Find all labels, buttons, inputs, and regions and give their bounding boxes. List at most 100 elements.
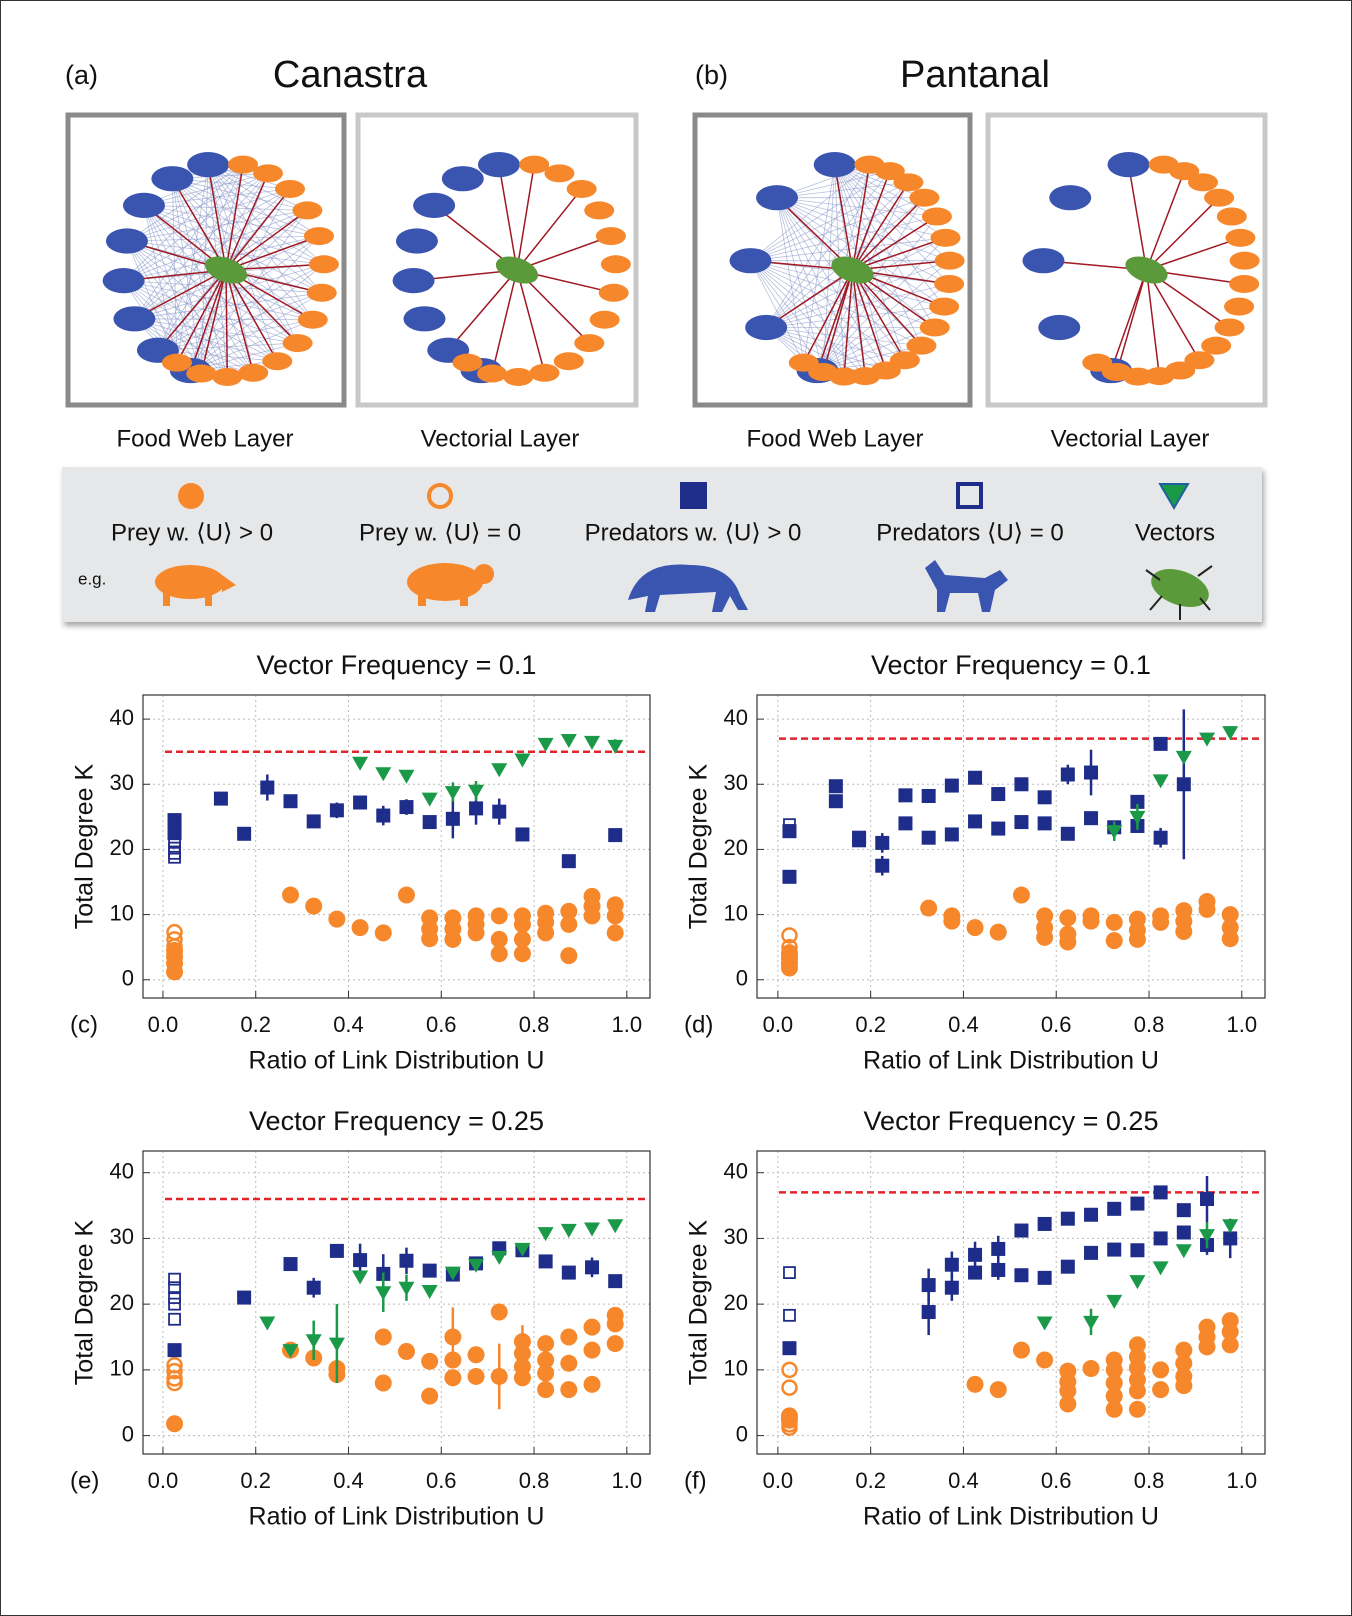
predator-point [1154, 1185, 1168, 1199]
predator-point [168, 1343, 182, 1357]
x-tick-label: 0.2 [855, 1468, 886, 1493]
animal [554, 352, 584, 370]
predator-point [1061, 827, 1075, 841]
legend-note: e.g. [78, 569, 106, 588]
predator-point [782, 1341, 796, 1355]
legend-icon [680, 482, 707, 509]
predator-point [353, 1253, 367, 1267]
animal [1229, 275, 1259, 293]
prey-point [1059, 909, 1076, 926]
prey-point [328, 911, 345, 928]
prey-point [1083, 913, 1100, 930]
animal [212, 368, 242, 386]
y-tick-label: 30 [724, 1224, 748, 1249]
prey-point [166, 1415, 183, 1432]
panel-label: (d) [684, 1011, 713, 1038]
predator-point [1130, 1197, 1144, 1211]
prey-point [491, 907, 508, 924]
layer-label: Vectorial Layer [421, 425, 580, 452]
animal [756, 185, 798, 210]
x-tick-label: 1.0 [612, 1468, 643, 1493]
animal [1049, 185, 1091, 210]
prey-point [1036, 1352, 1053, 1369]
predator-point [945, 779, 959, 793]
animal [275, 180, 305, 198]
animal [151, 166, 193, 191]
x-tick-label: 0.0 [763, 1468, 794, 1493]
predator-point [423, 1264, 437, 1278]
prey-point [1175, 923, 1192, 940]
predator-point [1038, 1217, 1052, 1231]
y-tick-label: 40 [724, 1159, 748, 1184]
prey-point [375, 1375, 392, 1392]
predator-point [353, 796, 367, 810]
animal [413, 193, 455, 218]
predator-point [608, 828, 622, 842]
animal [906, 337, 936, 355]
prey-point [444, 1369, 461, 1386]
animal [530, 364, 560, 382]
prey-point [491, 1368, 508, 1385]
y-tick-label: 0 [736, 966, 748, 991]
prey-point [607, 1335, 624, 1352]
animal [304, 227, 334, 245]
animal [477, 365, 507, 383]
x-tick-label: 0.4 [333, 1012, 364, 1037]
animal [478, 152, 520, 177]
chart-title: Vector Frequency = 0.1 [257, 650, 537, 680]
predator-point [1107, 1243, 1121, 1257]
animal [929, 298, 959, 316]
predator-point [968, 814, 982, 828]
x-tick-label: 0.2 [240, 1468, 271, 1493]
prey-point [990, 924, 1007, 941]
panel-label: (f) [684, 1467, 707, 1494]
x-tick-label: 0.2 [855, 1012, 886, 1037]
animal [1224, 298, 1254, 316]
predator-point [968, 771, 982, 785]
animal [893, 173, 923, 191]
x-axis-label: Ratio of Link Distribution U [863, 1047, 1159, 1075]
predator-point [782, 870, 796, 884]
animal [307, 284, 337, 302]
y-tick-label: 20 [724, 1290, 748, 1315]
y-axis-label: Total Degree K [71, 1219, 99, 1385]
predator-point [945, 1258, 959, 1272]
prey-point [560, 1381, 577, 1398]
predator-point [898, 816, 912, 830]
predator-point [991, 787, 1005, 801]
prey-point [1106, 1401, 1123, 1418]
prey-point [1106, 932, 1123, 949]
predator-point [423, 815, 437, 829]
animal [1201, 337, 1231, 355]
predator-point [1014, 777, 1028, 791]
animal [253, 164, 283, 182]
x-tick-label: 0.6 [426, 1012, 457, 1037]
animal [601, 255, 631, 273]
animal [162, 354, 192, 372]
predator-point [1154, 831, 1168, 845]
predator-point [237, 1291, 251, 1305]
predator-point [469, 801, 483, 815]
y-tick-label: 10 [110, 1356, 134, 1381]
prey-point [468, 1346, 485, 1363]
layer-label: Food Web Layer [117, 425, 294, 452]
panel-label: (b) [695, 60, 728, 90]
prey-point [444, 931, 461, 948]
predator-point [330, 1244, 344, 1258]
animal [309, 255, 339, 273]
predator-point [492, 805, 506, 819]
animal [187, 152, 229, 177]
prey-point [560, 1355, 577, 1372]
predator-point [284, 1257, 298, 1271]
chart-title: Vector Frequency = 0.25 [249, 1106, 544, 1136]
animal [1230, 252, 1260, 270]
animal [1022, 248, 1064, 273]
y-tick-label: 40 [110, 1159, 134, 1184]
predator-point [1084, 1208, 1098, 1222]
prey-point [990, 1381, 1007, 1398]
animal [519, 156, 549, 174]
x-axis-label: Ratio of Link Distribution U [249, 1503, 545, 1531]
x-axis-label: Ratio of Link Distribution U [863, 1503, 1159, 1531]
prey-point [1129, 1401, 1146, 1418]
panel-label: (e) [70, 1467, 99, 1494]
